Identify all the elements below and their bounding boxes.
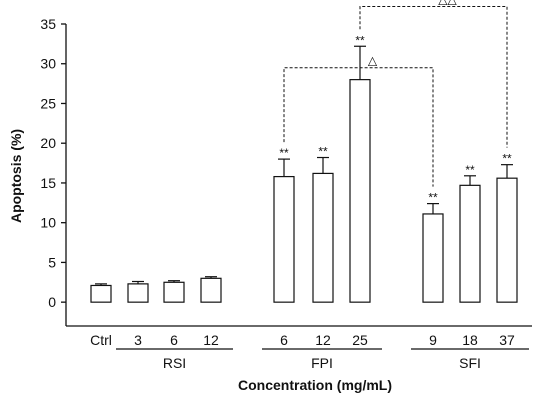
significance-mark: **	[279, 146, 289, 160]
x-tick-label: 37	[499, 332, 515, 348]
bar	[127, 283, 149, 303]
x-axis: Ctrl 3 6 12 6 12 25 9 18 37	[66, 325, 532, 348]
comparison-brackets: △△△	[283, 0, 508, 187]
bar	[422, 213, 444, 303]
bar	[349, 79, 371, 303]
bar	[90, 284, 112, 303]
significance-mark: **	[355, 33, 365, 47]
x-tick-label: 6	[170, 332, 178, 348]
comparison-label: △	[368, 54, 378, 68]
comparison-bracket	[359, 6, 508, 148]
significance-mark: **	[428, 191, 438, 205]
bar	[163, 281, 185, 303]
significance-marks: ** ** ** ** ** **	[279, 33, 512, 204]
x-axis-title: Concentration (mg/mL)	[238, 377, 392, 393]
y-tick-label: 30	[40, 56, 56, 72]
x-tick-label: 3	[134, 332, 142, 348]
y-tick-label: 25	[40, 95, 56, 111]
y-tick-label: 20	[40, 135, 56, 151]
y-axis: 0 5 10 15 20 25 30 35	[40, 16, 67, 326]
y-axis-title: Apoptosis (%)	[8, 129, 24, 223]
group-label: RSI	[163, 355, 186, 371]
y-tick-label: 10	[40, 215, 56, 231]
bar	[459, 184, 481, 303]
x-tick-label: 25	[352, 332, 368, 348]
comparison-label: △△	[438, 0, 457, 7]
bar	[273, 175, 295, 303]
bars	[90, 79, 518, 303]
y-tick-label: 15	[40, 175, 56, 191]
group-labels: RSI FPI SFI	[116, 348, 529, 371]
y-tick-label: 5	[48, 254, 56, 270]
x-tick-label: Ctrl	[90, 332, 112, 348]
bar	[496, 177, 518, 303]
x-tick-label: 12	[315, 332, 331, 348]
comparison-bracket	[283, 67, 434, 187]
y-tick-label: 0	[48, 294, 56, 310]
significance-mark: **	[318, 145, 328, 159]
error-bars	[95, 45, 513, 286]
x-tick-label: 12	[203, 332, 219, 348]
x-tick-label: 6	[280, 332, 288, 348]
significance-mark: **	[465, 163, 475, 177]
x-tick-label: 9	[429, 332, 437, 348]
x-tick-label: 18	[462, 332, 478, 348]
bar	[200, 277, 222, 303]
significance-mark: **	[502, 152, 512, 166]
group-label: FPI	[311, 355, 333, 371]
bar	[312, 172, 334, 303]
y-tick-label: 35	[40, 16, 56, 32]
group-label: SFI	[459, 355, 481, 371]
